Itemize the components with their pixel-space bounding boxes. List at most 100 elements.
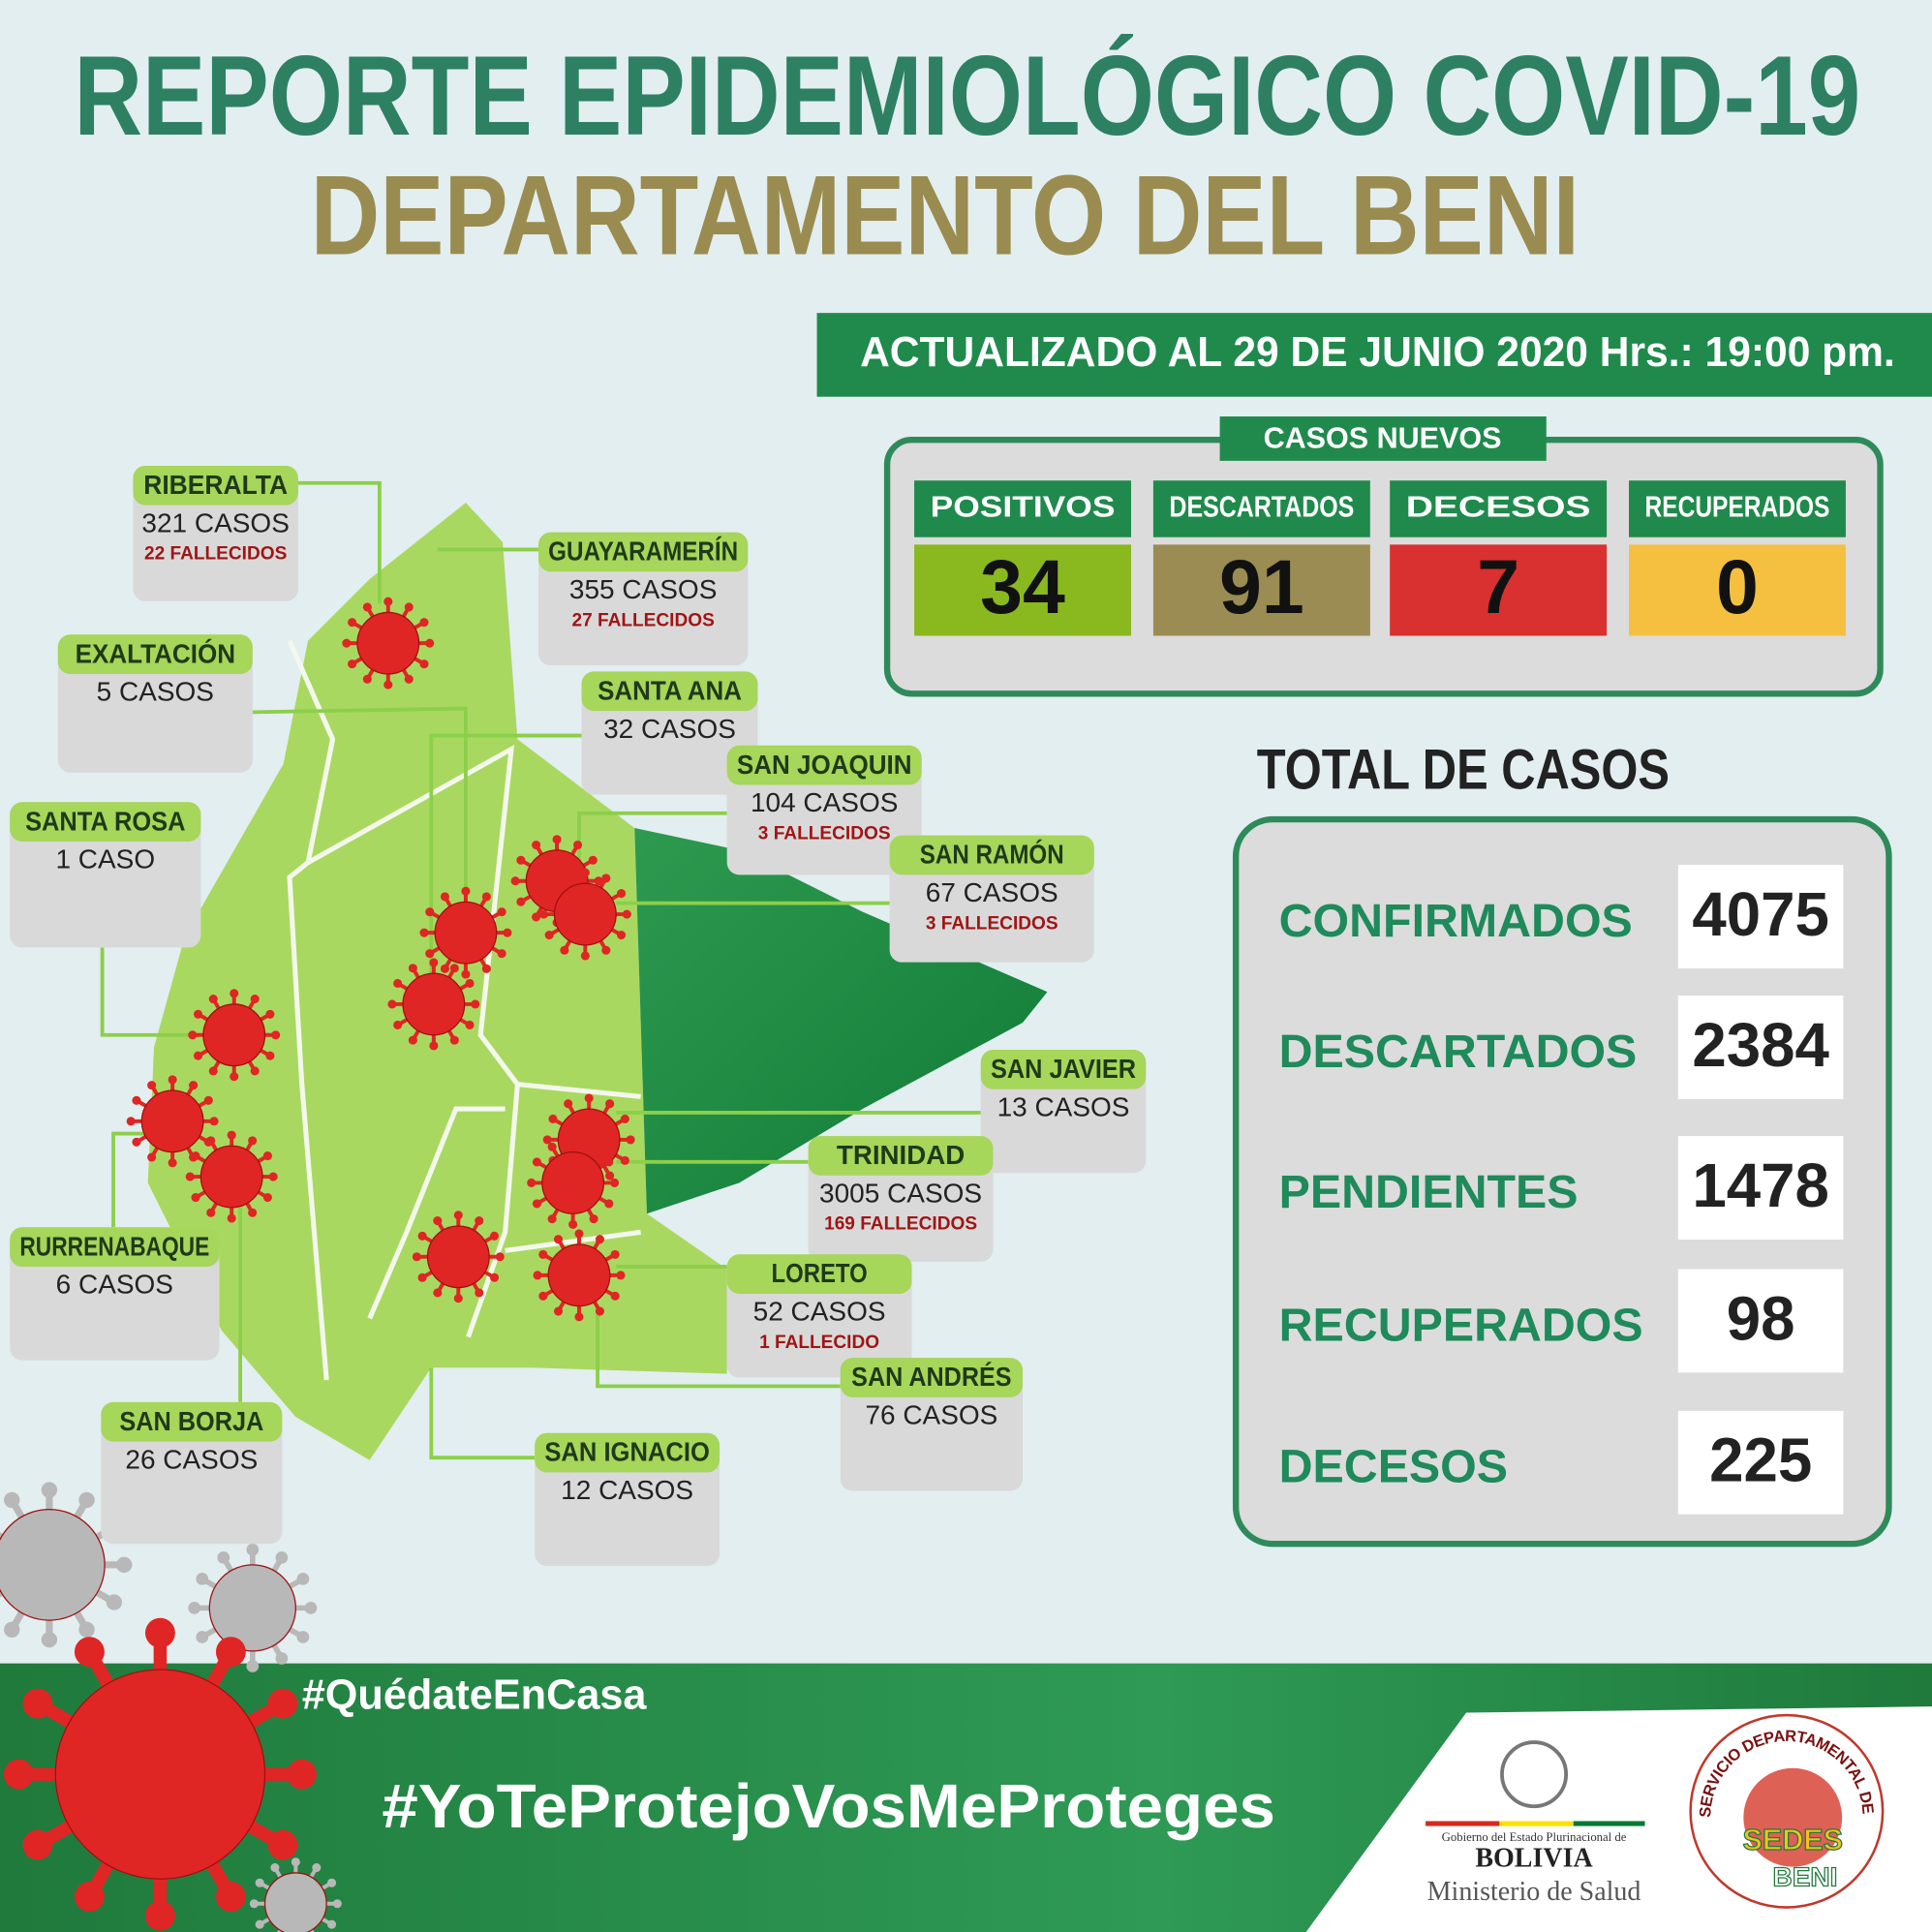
virus-icon	[538, 868, 631, 961]
municipality-card: SAN JAVIER 13 CASOS	[980, 1050, 1147, 1174]
municipality-name: SAN JAVIER	[991, 1054, 1136, 1084]
virus-knob	[227, 1130, 236, 1140]
virus-knob	[532, 1157, 541, 1167]
total-value: 225	[1709, 1426, 1812, 1495]
municipality-cases: 12 CASOS	[561, 1475, 693, 1505]
virus-knob	[348, 618, 357, 628]
card-header	[535, 1432, 721, 1473]
virus-body	[202, 1003, 266, 1067]
virus-knob	[408, 1035, 417, 1045]
subtitle: DEPARTAMENTO DEL BENI	[311, 151, 1579, 278]
virus-knob	[419, 928, 429, 937]
virus-knob	[465, 1020, 475, 1029]
virus-knob	[41, 1631, 58, 1648]
virus-icon	[188, 989, 281, 1082]
virus-knob	[147, 1081, 157, 1090]
card-header	[133, 465, 298, 506]
virus-knob	[449, 1035, 459, 1045]
virus-knob	[3, 1759, 34, 1790]
virus-knob	[574, 1229, 584, 1239]
virus-knob	[185, 1172, 195, 1181]
virus-knob	[547, 1142, 557, 1151]
virus-knob	[620, 1155, 629, 1165]
hashtag: #QuédateEnCasa	[302, 1672, 648, 1719]
virus-knob	[262, 1151, 272, 1161]
virus-knob	[327, 1919, 337, 1929]
municipality-card: EXALTACIÓN 5 CASOS	[57, 634, 253, 773]
municipality-cases: 13 CASOS	[997, 1091, 1130, 1121]
title: REPORTE EPIDEMIOLÓGICO COVID-19	[74, 32, 1860, 159]
virus-knob	[553, 1235, 564, 1244]
municipality-name: SAN BORJA	[119, 1406, 263, 1436]
virus-knob	[453, 1211, 463, 1220]
virus-knob	[327, 1878, 337, 1887]
new-case-label: DECESOS	[1406, 491, 1591, 524]
virus-knob	[208, 1066, 218, 1076]
virus-knob	[601, 945, 611, 955]
card-header	[101, 1401, 283, 1442]
virus-knob	[588, 855, 598, 865]
municipality-card: SAN IGNACIO 12 CASOS	[535, 1432, 721, 1567]
virus-knob	[209, 1117, 219, 1126]
card-header	[10, 802, 201, 842]
municipality-card: RIBERALTA 321 CASOS 22 FALLECIDOS	[133, 465, 298, 601]
virus-knob	[429, 958, 439, 967]
hashtag: #YoTeProtejoVosMeProteges	[382, 1772, 1274, 1841]
card-header	[808, 1136, 994, 1176]
card-header	[57, 634, 253, 674]
virus-knob	[106, 1594, 123, 1610]
virus-knob	[604, 1157, 614, 1167]
municipality-cases: 6 CASOS	[56, 1270, 173, 1300]
virus-icon	[387, 958, 480, 1051]
total-value: 1478	[1692, 1151, 1829, 1220]
virus-body	[547, 1243, 611, 1307]
virus-knob	[503, 928, 512, 937]
virus-body	[199, 1145, 263, 1209]
leader-line	[429, 733, 582, 974]
virus-body	[54, 1669, 266, 1880]
virus-knob	[433, 1288, 443, 1298]
virus-knob	[188, 1030, 198, 1040]
virus-knob	[538, 909, 548, 919]
ministry-line: Gobierno del Estado Plurinacional de	[1442, 1830, 1627, 1844]
virus-knob	[412, 1252, 421, 1262]
card-header	[726, 745, 922, 785]
virus-knob	[312, 1863, 322, 1873]
virus-knob	[604, 1199, 614, 1209]
new-case-box	[1629, 544, 1846, 636]
new-case-header	[1152, 480, 1370, 537]
leader-line	[429, 1367, 536, 1460]
virus-knob	[248, 1208, 258, 1217]
virus-knob	[206, 1208, 216, 1217]
total-label: CONFIRMADOS	[1279, 895, 1633, 947]
update-bar	[816, 313, 1932, 397]
virus-knob	[532, 912, 541, 922]
virus-knob	[265, 1051, 275, 1060]
virus-knob	[208, 995, 218, 1004]
virus-knob	[132, 1095, 141, 1105]
virus-knob	[610, 1178, 620, 1187]
virus-knob	[425, 907, 435, 917]
virus-knob	[267, 1688, 298, 1719]
virus-knob	[250, 1066, 260, 1076]
virus-knob	[595, 1306, 605, 1316]
municipality-name: RURRENABAQUE	[19, 1231, 209, 1261]
virus-knob	[560, 874, 569, 883]
virus-knob	[449, 964, 459, 973]
ministry-logo: Gobierno del Estado Plurinacional de BOL…	[1426, 1740, 1645, 1907]
virus-knob	[249, 1899, 259, 1909]
virus-knob	[304, 1602, 318, 1614]
virus-knob	[291, 1857, 300, 1867]
virus-knob	[495, 1252, 505, 1262]
virus-knob	[532, 840, 541, 850]
virus-knob	[610, 1291, 620, 1301]
municipality-card: RURRENABAQUE 6 CASOS	[10, 1227, 220, 1361]
municipality-deaths: 1 FALLECIDO	[759, 1333, 879, 1353]
virus-knob	[552, 835, 562, 844]
virus-knob	[348, 659, 357, 669]
virus-knob	[268, 1172, 278, 1181]
card-header	[840, 1358, 1024, 1397]
card-header	[980, 1050, 1147, 1089]
